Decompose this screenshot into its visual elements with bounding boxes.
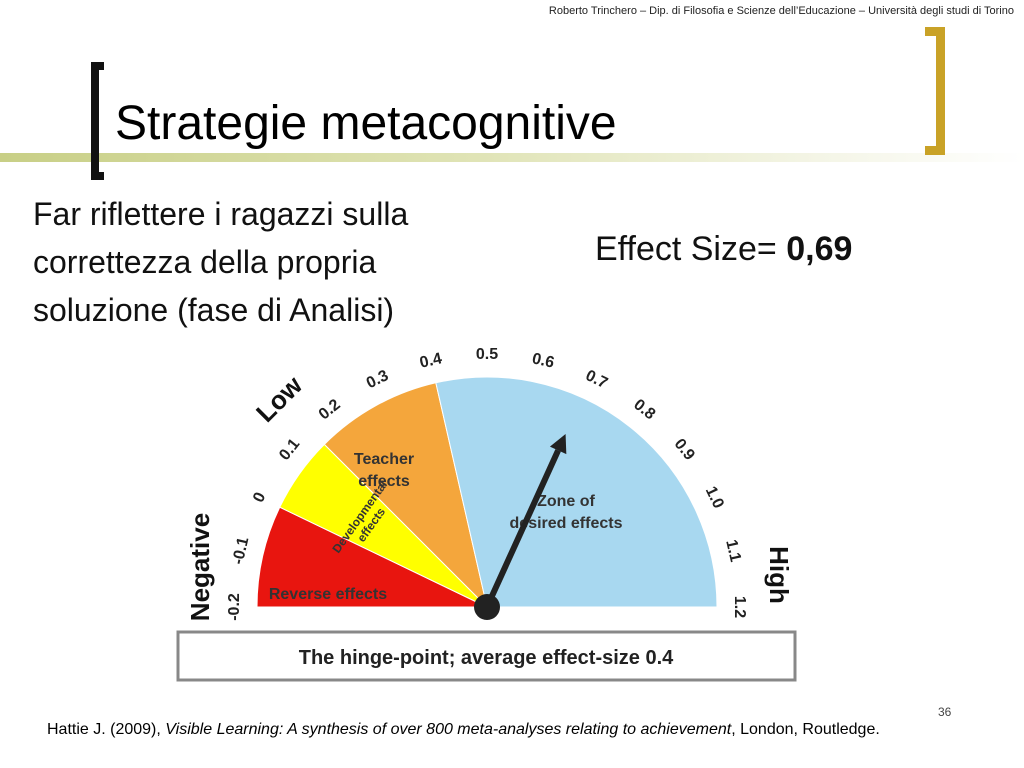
needle-pivot: [474, 594, 500, 620]
needle-arrowhead: [549, 434, 567, 455]
dial-needle: [474, 434, 567, 620]
page-title: Strategie metacognitive: [115, 97, 617, 150]
tick-0-4: 0.4: [418, 350, 444, 372]
left-bracket-decoration: [91, 62, 104, 180]
hinge-text: The hinge-point; average effect-size 0.4: [299, 647, 674, 669]
zone-label-desired-2: desired effects: [510, 515, 623, 532]
tick-0-9: 0.9: [671, 436, 698, 464]
tick-0-1: 0.1: [276, 436, 303, 464]
zone-label-desired-1: Zone of: [537, 493, 595, 510]
tick-0-2: 0.2: [316, 396, 344, 423]
tick-1-1: 1.1: [722, 538, 744, 564]
barometer-dial: Reverse effects Developmental effects Teach…: [170, 320, 810, 690]
tick-minus-0-2: -0.2: [226, 593, 243, 621]
effect-size-label: Effect Size=: [595, 230, 777, 268]
header-credit: Roberto Trinchero – Dip. di Filosofia e …: [548, 5, 1014, 17]
tick-1-2: 1.2: [731, 596, 748, 618]
tick-0: 0: [250, 490, 269, 505]
category-high: High: [764, 546, 794, 604]
reference-author-year: Hattie J. (2009),: [47, 721, 166, 738]
category-low: Low: [250, 369, 309, 428]
hinge-box-group: The hinge-point; average effect-size 0.4: [176, 630, 797, 682]
tick-0-5: 0.5: [476, 346, 498, 363]
effect-size-value: 0,69: [786, 230, 853, 268]
tick-0-7: 0.7: [583, 367, 611, 392]
dial-categories: NegativeLowMediumHigh: [185, 369, 794, 621]
barometer-svg: Reverse effectsDevelopmentaleffectsTeach…: [176, 346, 797, 682]
tick-1-0: 1.0: [702, 484, 727, 512]
effect-size: Effect Size= 0,69: [595, 230, 852, 269]
reference-book-title: Visible Learning: A synthesis of over 80…: [165, 721, 732, 738]
reference-citation: Hattie J. (2009), Visible Learning: A sy…: [47, 718, 1007, 742]
tick-minus-0-1: -0.1: [230, 535, 253, 566]
hinge-box: [176, 630, 797, 682]
needle-shaft: [484, 449, 561, 609]
category-negative: Negative: [185, 513, 215, 621]
right-bracket-decoration: [925, 27, 945, 155]
zone-teacher-effects: [323, 382, 488, 609]
dial-zones: [256, 376, 718, 609]
slide-number: 36: [938, 705, 952, 719]
tick-0-8: 0.8: [630, 396, 658, 423]
tick-0-3: 0.3: [364, 367, 392, 392]
zone-reverse-effects: [256, 506, 488, 608]
tick-0-6: 0.6: [530, 350, 556, 372]
reference-publisher: , London, Routledge.: [731, 721, 880, 738]
zone-label-teacher-2: effects: [358, 473, 410, 490]
zone-zone-of-desired-effects: [435, 376, 718, 608]
zone-label-teacher-1: Teacher: [354, 451, 414, 468]
body-text: Far riflettere i ragazzi sulla correttez…: [33, 196, 409, 328]
zone-label-reverse-effects: Reverse effects: [269, 586, 387, 603]
title-underline-bar: [0, 153, 1024, 162]
